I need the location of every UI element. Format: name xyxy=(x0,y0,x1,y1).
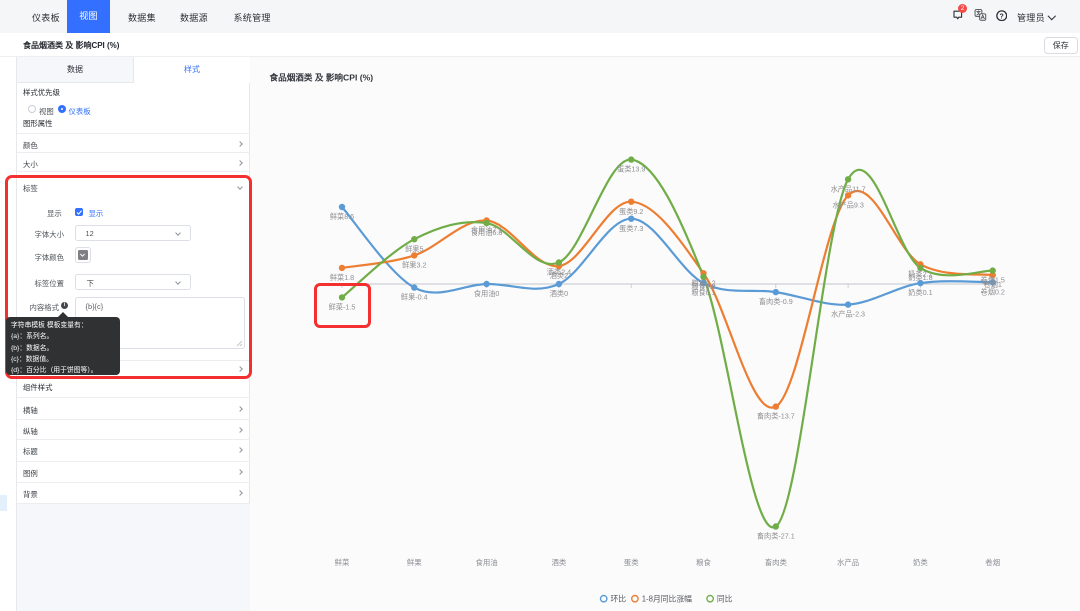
svg-text:同比: 同比 xyxy=(717,594,733,604)
svg-text:水产品11.7: 水产品11.7 xyxy=(831,184,866,193)
svg-text:鲜菜8.6: 鲜菜8.6 xyxy=(330,212,354,221)
svg-text:食用油7.1: 食用油7.1 xyxy=(471,226,503,235)
svg-text:酒类0: 酒类0 xyxy=(550,289,568,298)
svg-text:粮食0.1: 粮食0.1 xyxy=(691,288,715,297)
svg-text:水产品9.3: 水产品9.3 xyxy=(832,201,864,210)
svg-text:酒类: 酒类 xyxy=(552,558,567,567)
svg-text:蛋类9.2: 蛋类9.2 xyxy=(619,207,643,216)
svg-text:鲜菜: 鲜菜 xyxy=(335,558,350,567)
svg-text:卷烟0.2: 卷烟0.2 xyxy=(981,287,1005,296)
svg-text:鲜果: 鲜果 xyxy=(407,558,422,567)
svg-text:奶类2.2: 奶类2.2 xyxy=(908,269,932,278)
svg-text:粮食: 粮食 xyxy=(696,558,711,567)
svg-text:卷烟1.5: 卷烟1.5 xyxy=(981,276,1005,285)
svg-text:卷烟1: 卷烟1 xyxy=(984,280,1002,289)
svg-text:鲜菜1.8: 鲜菜1.8 xyxy=(330,273,354,282)
svg-text:蛋类7.3: 蛋类7.3 xyxy=(619,224,643,233)
svg-text:蛋类: 蛋类 xyxy=(624,558,639,567)
svg-text:食用油6.8: 食用油6.8 xyxy=(471,228,503,237)
svg-text:卷烟: 卷烟 xyxy=(985,558,1000,567)
svg-text:鲜果-0.4: 鲜果-0.4 xyxy=(401,293,428,302)
svg-text:畜肉类-13.7: 畜肉类-13.7 xyxy=(757,412,795,421)
svg-text:奶类: 奶类 xyxy=(913,558,928,567)
svg-text:食用油: 食用油 xyxy=(476,558,498,567)
svg-text:食用油0: 食用油0 xyxy=(474,289,500,298)
svg-text:环比: 环比 xyxy=(611,594,627,604)
svg-text:?: ? xyxy=(999,13,1004,20)
svg-text:1-8月同比涨幅: 1-8月同比涨幅 xyxy=(642,594,692,604)
svg-text:水产品-2.3: 水产品-2.3 xyxy=(831,310,865,319)
svg-text:粮食0.8: 粮食0.8 xyxy=(691,282,715,291)
svg-text:酒类2.4: 酒类2.4 xyxy=(547,268,571,277)
svg-text:畜肉类-0.9: 畜肉类-0.9 xyxy=(759,297,793,306)
svg-text:酒类2: 酒类2 xyxy=(550,271,568,280)
svg-text:鲜菜-1.5: 鲜菜-1.5 xyxy=(329,303,356,312)
svg-text:畜肉类-27.1: 畜肉类-27.1 xyxy=(757,532,795,541)
svg-text:鲜果5: 鲜果5 xyxy=(405,244,423,253)
svg-text:食品烟酒类 及 影响CPI (%): 食品烟酒类 及 影响CPI (%) xyxy=(269,72,374,83)
svg-text:奶类1.8: 奶类1.8 xyxy=(908,273,932,282)
svg-text:粮食1.2: 粮食1.2 xyxy=(691,278,715,287)
svg-text:畜肉类: 畜肉类 xyxy=(765,558,788,567)
svg-text:奶类0.1: 奶类0.1 xyxy=(908,288,932,297)
svg-text:水产品: 水产品 xyxy=(837,558,859,567)
svg-text:鲜果3.2: 鲜果3.2 xyxy=(402,261,426,270)
svg-text:蛋类13.9: 蛋类13.9 xyxy=(617,165,645,174)
